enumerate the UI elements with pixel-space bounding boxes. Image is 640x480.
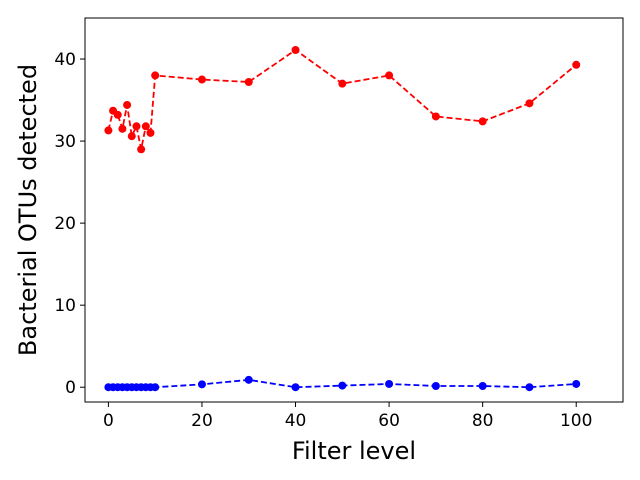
data-point <box>123 100 132 109</box>
data-point <box>151 71 160 80</box>
series-line <box>107 48 577 150</box>
x-tick-label: 20 <box>191 411 213 431</box>
data-point <box>132 122 141 131</box>
data-point <box>146 128 155 137</box>
x-tick-label: 40 <box>285 411 307 431</box>
data-point <box>197 380 206 389</box>
data-point <box>137 145 146 154</box>
series-2 <box>104 375 581 392</box>
x-tick-label: 80 <box>472 411 494 431</box>
data-point <box>244 78 253 86</box>
data-point <box>478 382 487 390</box>
data-point <box>141 122 150 131</box>
data-point <box>151 383 160 392</box>
data-point <box>385 71 394 80</box>
data-point <box>338 381 347 390</box>
data-point <box>291 46 300 54</box>
data-point <box>197 75 206 84</box>
data-point <box>338 79 347 88</box>
y-tick-label: 30 <box>54 132 76 152</box>
x-axis: 0 20 40 60 80 100 <box>103 402 592 431</box>
x-tick-label: 100 <box>560 411 592 431</box>
series-layer <box>104 46 581 392</box>
data-point <box>572 379 581 388</box>
data-point <box>385 379 394 388</box>
x-axis-label: Filter level <box>292 437 416 465</box>
data-point <box>291 383 300 392</box>
y-axis: 0 10 20 30 40 <box>54 50 85 398</box>
data-point <box>113 110 122 119</box>
y-tick-label: 40 <box>54 50 76 70</box>
data-point <box>572 60 581 69</box>
data-point <box>118 124 127 133</box>
y-tick-label: 10 <box>54 296 76 316</box>
data-point <box>478 117 487 126</box>
series-1 <box>104 46 581 154</box>
x-tick-label: 60 <box>378 411 400 431</box>
y-axis-label: Bacterial OTUs detected <box>14 64 42 356</box>
plot-area-frame <box>84 17 624 403</box>
x-tick-label: 0 <box>103 411 114 431</box>
data-point <box>244 375 253 384</box>
data-point <box>104 126 113 135</box>
y-tick-label: 0 <box>65 378 76 398</box>
data-point <box>127 132 136 141</box>
data-point <box>525 383 534 392</box>
data-point <box>431 112 440 121</box>
data-point <box>431 382 440 390</box>
y-tick-label: 20 <box>54 214 76 234</box>
data-point <box>525 99 534 108</box>
